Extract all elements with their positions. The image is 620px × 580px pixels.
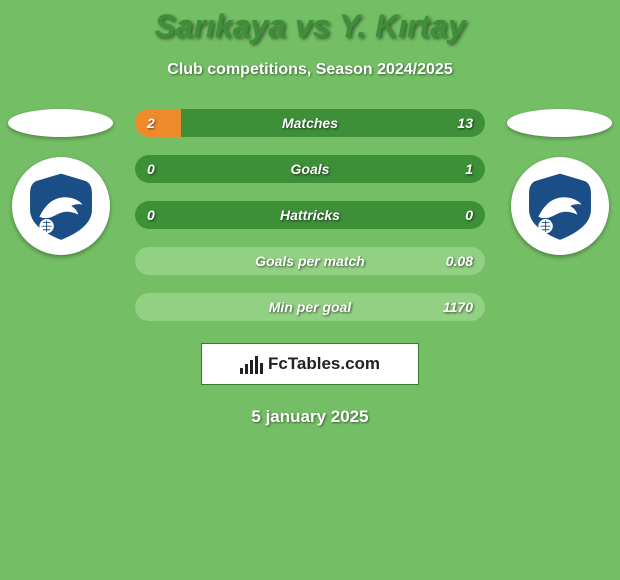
bars-icon bbox=[240, 354, 262, 374]
stat-value-right: 0 bbox=[465, 207, 473, 223]
subtitle: Club competitions, Season 2024/2025 bbox=[0, 61, 620, 79]
stat-row: 0 Goals 1 bbox=[135, 155, 485, 183]
stat-rows: 2 Matches 13 0 Goals 1 0 Hattricks 0 bbox=[135, 109, 485, 321]
stat-label: Goals per match bbox=[255, 253, 365, 269]
stat-row: Goals per match 0.08 bbox=[135, 247, 485, 275]
stat-value-right: 13 bbox=[457, 115, 473, 131]
stat-label: Min per goal bbox=[269, 299, 351, 315]
player-photo-placeholder bbox=[507, 109, 612, 137]
team-crest-right bbox=[511, 157, 609, 255]
stat-value-left: 0 bbox=[147, 161, 155, 177]
ball-lines bbox=[540, 220, 550, 232]
stat-value-left: 2 bbox=[147, 115, 155, 131]
comparison-card: Sarıkaya vs Y. Kırtay Club competitions,… bbox=[0, 0, 620, 580]
stat-label: Hattricks bbox=[280, 207, 340, 223]
shield-icon bbox=[25, 170, 97, 242]
stat-value-right: 1 bbox=[465, 161, 473, 177]
stat-value-left: 0 bbox=[147, 207, 155, 223]
stat-row: 0 Hattricks 0 bbox=[135, 201, 485, 229]
stat-value-right: 1170 bbox=[443, 299, 473, 315]
stat-label: Matches bbox=[282, 115, 338, 131]
logo-text: FcTables.com bbox=[268, 354, 380, 374]
stats-area: 2 Matches 13 0 Goals 1 0 Hattricks 0 bbox=[0, 109, 620, 427]
stat-label: Goals bbox=[291, 161, 330, 177]
stat-bar-left bbox=[135, 109, 181, 137]
stat-row: 2 Matches 13 bbox=[135, 109, 485, 137]
date-label: 5 january 2025 bbox=[0, 407, 620, 427]
team-crest-left bbox=[12, 157, 110, 255]
stat-row: Min per goal 1170 bbox=[135, 293, 485, 321]
player-photo-placeholder bbox=[8, 109, 113, 137]
ball-lines bbox=[41, 220, 51, 232]
shield-icon bbox=[524, 170, 596, 242]
page-title: Sarıkaya vs Y. Kırtay bbox=[0, 0, 620, 45]
stat-value-right: 0.08 bbox=[446, 253, 473, 269]
right-player-badges bbox=[507, 109, 612, 255]
left-player-badges bbox=[8, 109, 113, 255]
fctables-logo[interactable]: FcTables.com bbox=[201, 343, 419, 385]
